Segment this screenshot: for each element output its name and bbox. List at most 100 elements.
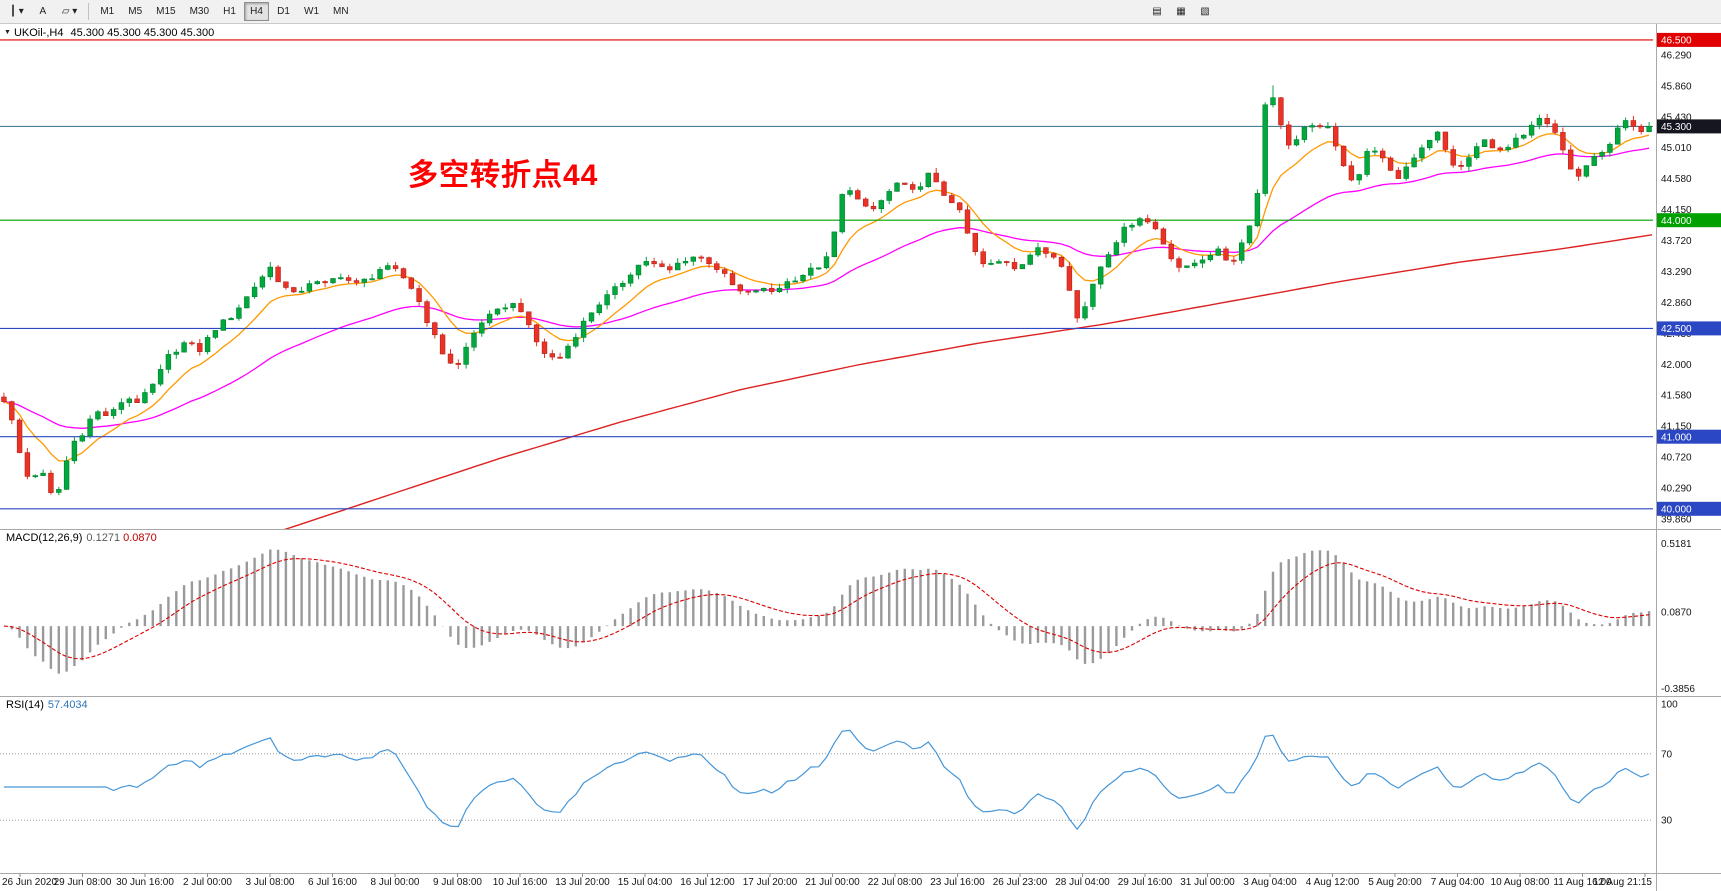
svg-text:46.290: 46.290 — [1661, 51, 1692, 62]
svg-text:70: 70 — [1661, 749, 1673, 760]
svg-text:8 Jul 00:00: 8 Jul 00:00 — [371, 877, 420, 888]
timeframe-m1-button[interactable]: M1 — [94, 2, 120, 21]
chart-background — [0, 24, 1721, 891]
macd-label: MACD(12,26,9) 0.1271 0.0870 — [6, 532, 157, 544]
svg-text:-0.3856: -0.3856 — [1661, 684, 1695, 695]
svg-text:40.000: 40.000 — [1661, 504, 1692, 515]
top-toolbar: ┃ ▾ A ▱ ▾ M1 M5 M15 M30 H1 H4 D1 W1 MN ▤ ▦ ▧ — [0, 0, 1721, 24]
svg-text:5 Aug 20:00: 5 Aug 20:00 — [1368, 877, 1422, 888]
svg-text:42.860: 42.860 — [1661, 298, 1692, 309]
svg-text:29 Jul 16:00: 29 Jul 16:00 — [1118, 877, 1173, 888]
svg-text:7 Aug 04:00: 7 Aug 04:00 — [1431, 877, 1485, 888]
candle-bodies-down — [1, 97, 1644, 493]
svg-text:26 Jul 23:00: 26 Jul 23:00 — [993, 877, 1048, 888]
svg-text:40.720: 40.720 — [1661, 452, 1692, 463]
svg-text:100: 100 — [1661, 700, 1678, 711]
shapes-tool-icon[interactable]: ▱ ▾ — [56, 2, 84, 21]
timeframe-h4-button[interactable]: H4 — [244, 2, 270, 21]
price-axis-labels[interactable]: 46.290 45.860 45.430 45.010 44.580 44.150 43.7… — [1661, 51, 1692, 526]
svg-text:13 Jul 20:00: 13 Jul 20:00 — [555, 877, 610, 888]
svg-text:0.5181: 0.5181 — [1661, 539, 1692, 550]
timeframe-w1-button[interactable]: W1 — [298, 2, 325, 21]
timeframe-h1-button[interactable]: H1 — [217, 2, 242, 21]
svg-text:41.000: 41.000 — [1661, 432, 1692, 443]
ma-slow-line — [283, 234, 1653, 529]
price-badge-44.000: 44.000 — [1657, 213, 1721, 228]
svg-text:46.500: 46.500 — [1661, 36, 1692, 47]
macd-axis-labels[interactable]: 0.5181 0.0870 -0.3856 — [1661, 539, 1695, 695]
text-tool-icon[interactable]: A — [32, 2, 54, 21]
svg-text:2 Jul 00:00: 2 Jul 00:00 — [183, 877, 232, 888]
timeframe-m30-button[interactable]: M30 — [184, 2, 215, 21]
svg-text:11 Aug 16:00: 11 Aug 16:00 — [1553, 877, 1612, 888]
svg-text:22 Jul 08:00: 22 Jul 08:00 — [868, 877, 923, 888]
svg-text:10 Jul 16:00: 10 Jul 16:00 — [493, 877, 548, 888]
svg-text:45.010: 45.010 — [1661, 143, 1692, 154]
svg-text:44.580: 44.580 — [1661, 174, 1692, 185]
line-studies-tool-icon[interactable]: ┃ ▾ — [4, 2, 30, 21]
svg-text:16 Jul 12:00: 16 Jul 12:00 — [680, 877, 735, 888]
candlestick-chart[interactable]: 46.290 45.860 45.430 45.010 44.580 44.150 43.7… — [0, 24, 1721, 891]
rsi-axis-labels[interactable]: 100 70 30 — [1661, 700, 1678, 827]
svg-text:31 Jul 00:00: 31 Jul 00:00 — [1180, 877, 1235, 888]
svg-text:10 Aug 08:00: 10 Aug 08:00 — [1491, 877, 1550, 888]
candle-bodies-up — [32, 97, 1652, 493]
symbol-period-label: UKOil-,H4 — [13, 27, 64, 39]
svg-text:44.000: 44.000 — [1661, 216, 1692, 227]
toolbar-extra-3-icon[interactable]: ▧ — [1194, 2, 1216, 21]
chart-annotation-text[interactable]: 多空转折点44 — [408, 159, 599, 192]
timeframe-m5-button[interactable]: M5 — [122, 2, 148, 21]
toolbar-extra-1-icon[interactable]: ▤ — [1146, 2, 1168, 21]
svg-text:40.290: 40.290 — [1661, 483, 1692, 494]
timeframe-d1-button[interactable]: D1 — [271, 2, 296, 21]
chart-window: 46.290 45.860 45.430 45.010 44.580 44.150 43.7… — [0, 24, 1721, 891]
svg-text:30 Jun 16:00: 30 Jun 16:00 — [116, 877, 174, 888]
svg-text:17 Jul 20:00: 17 Jul 20:00 — [743, 877, 798, 888]
svg-text:9 Jul 08:00: 9 Jul 08:00 — [433, 877, 482, 888]
rsi-label: RSI(14) 57.4034 — [6, 699, 88, 711]
object-marker-icon: ▼ — [4, 29, 11, 36]
timeframe-mn-button[interactable]: MN — [327, 2, 355, 21]
svg-text:3 Jul 08:00: 3 Jul 08:00 — [246, 877, 295, 888]
price-badge-45.300: 45.300 — [1657, 119, 1721, 134]
ma-mid-line — [3, 147, 1650, 429]
price-badge-42.500: 42.500 — [1657, 321, 1721, 336]
price-badge-46.500: 46.500 — [1657, 32, 1721, 47]
toolbar-extras: ▤ ▦ ▧ — [1145, 2, 1217, 21]
price-badge-41.000: 41.000 — [1657, 429, 1721, 444]
svg-text:42.000: 42.000 — [1661, 360, 1692, 371]
svg-text:41.150: 41.150 — [1661, 421, 1692, 432]
svg-text:45.300: 45.300 — [1661, 122, 1692, 133]
ma-fast-line — [3, 133, 1650, 462]
svg-text:43.290: 43.290 — [1661, 267, 1692, 278]
toolbar-extra-2-icon[interactable]: ▦ — [1170, 2, 1192, 21]
macd-signal-value: 0.0870 — [123, 532, 157, 544]
svg-text:45.860: 45.860 — [1661, 82, 1692, 93]
macd-signal-line — [3, 558, 1650, 660]
svg-text:45.430: 45.430 — [1661, 113, 1692, 124]
macd-main-value: 0.1271 — [86, 532, 121, 544]
macd-name: MACD(12,26,9) — [6, 532, 83, 544]
svg-text:15 Jul 04:00: 15 Jul 04:00 — [618, 877, 673, 888]
svg-text:12 Aug 21:15: 12 Aug 21:15 — [1593, 877, 1652, 888]
svg-text:21 Jul 00:00: 21 Jul 00:00 — [805, 877, 860, 888]
ohlc-quotes: 45.300 45.300 45.300 45.300 — [70, 27, 215, 39]
rsi-line — [3, 729, 1650, 831]
rsi-name: RSI(14) — [6, 699, 44, 711]
symbol-title: ▼ UKOil-,H4 45.300 45.300 45.300 45.300 — [4, 27, 214, 39]
macd-histogram — [10, 549, 1651, 674]
svg-text:4 Aug 12:00: 4 Aug 12:00 — [1306, 877, 1360, 888]
svg-text:44.150: 44.150 — [1661, 205, 1692, 216]
toolbar-separator — [88, 3, 90, 20]
timeframe-m15-button[interactable]: M15 — [150, 2, 181, 21]
svg-text:23 Jul 16:00: 23 Jul 16:00 — [930, 877, 985, 888]
svg-text:0.0870: 0.0870 — [1661, 608, 1692, 619]
svg-text:26 Jun 2020: 26 Jun 2020 — [2, 877, 57, 888]
rsi-value: 57.4034 — [47, 699, 88, 711]
svg-text:43.720: 43.720 — [1661, 236, 1692, 247]
svg-text:30: 30 — [1661, 816, 1673, 827]
price-pane[interactable] — [0, 39, 1653, 567]
svg-text:42.500: 42.500 — [1661, 324, 1692, 335]
svg-text:28 Jul 04:00: 28 Jul 04:00 — [1055, 877, 1110, 888]
